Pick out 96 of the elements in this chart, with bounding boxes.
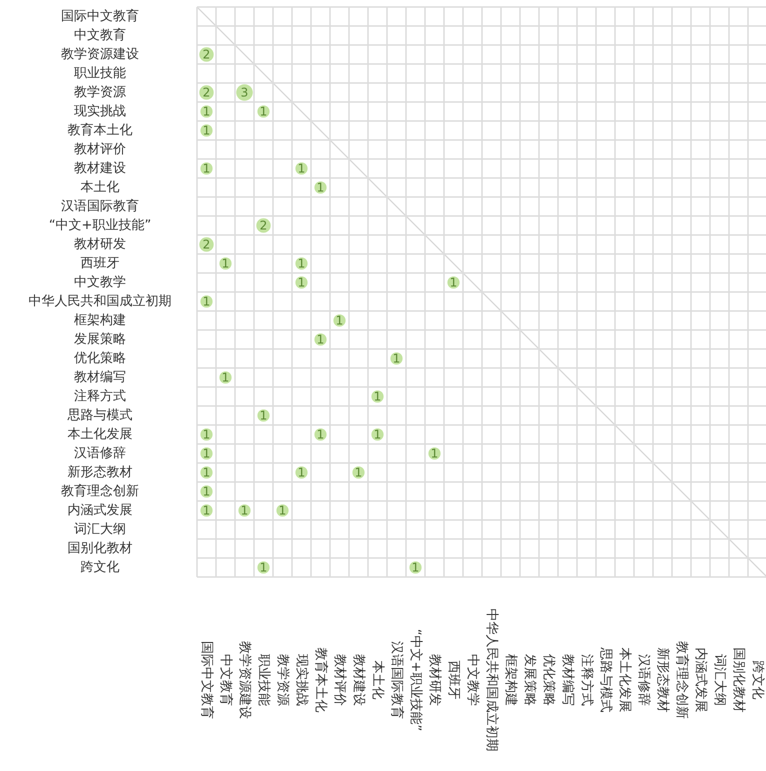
- y-tick-label: 内涵式发展: [68, 503, 132, 518]
- y-tick-label: 教育本土化: [68, 122, 132, 138]
- x-tick-label: 汉语国际教育: [389, 641, 405, 719]
- y-tick-label: 教学资源建设: [61, 47, 139, 62]
- data-label: 1: [450, 276, 458, 290]
- y-tick-label: 教育理念创新: [61, 483, 139, 499]
- data-label: 1: [430, 446, 438, 460]
- x-tick-label: 注释方式: [579, 654, 595, 706]
- x-tick-label: 教育本土化: [313, 648, 329, 712]
- x-tick-label: 教材评价: [332, 654, 347, 706]
- x-tick-label: “中文+职业技能”: [408, 628, 423, 732]
- data-label: 1: [260, 408, 268, 422]
- x-tick-label: 教学资源: [275, 654, 290, 706]
- data-label: 1: [316, 428, 324, 442]
- data-label: 2: [202, 86, 210, 100]
- y-tick-label: 发展策略: [74, 332, 126, 347]
- y-tick-label: 思路与模式: [66, 408, 132, 423]
- data-label: 1: [202, 294, 210, 308]
- data-label: 1: [202, 466, 210, 480]
- y-tick-label: 本土化: [80, 180, 120, 195]
- y-tick-label: 词汇大纲: [74, 522, 126, 537]
- x-tick-label: 框架构建: [503, 654, 518, 706]
- y-tick-label: 中文教育: [74, 27, 126, 43]
- x-tick-label: 新形态教材: [655, 648, 670, 712]
- y-tick-label: 跨文化: [80, 560, 120, 575]
- x-tick-label: 教材编写: [560, 654, 575, 706]
- data-label: 1: [278, 504, 286, 518]
- x-tick-label: 词汇大纲: [712, 654, 727, 706]
- y-tick-label: 国际中文教育: [61, 8, 139, 24]
- y-tick-label: 现实挑战: [74, 104, 126, 119]
- x-tick-label: 国际中文教育: [199, 641, 215, 719]
- x-tick-label: 职业技能: [256, 654, 271, 706]
- data-label: 1: [374, 390, 382, 404]
- x-tick-label: 教学资源建设: [237, 641, 252, 719]
- data-label: 1: [202, 484, 210, 498]
- y-tick-label: 国别化教材: [68, 541, 132, 556]
- data-label: 1: [202, 162, 210, 176]
- data-label: 1: [298, 162, 306, 176]
- x-tick-label: 现实挑战: [294, 654, 309, 706]
- data-label: 1: [222, 370, 230, 384]
- data-label: 1: [202, 428, 210, 442]
- data-label: 1: [202, 446, 210, 460]
- x-tick-label: 教材建设: [351, 654, 366, 706]
- y-tick-label: 框架构建: [74, 313, 126, 328]
- data-label: 1: [392, 352, 400, 366]
- x-tick-label: 发展策略: [522, 654, 537, 706]
- y-tick-label: 汉语修辞: [74, 446, 126, 461]
- data-label: 1: [202, 104, 210, 118]
- y-tick-label: 中文教学: [74, 275, 126, 290]
- data-label: 1: [240, 504, 248, 518]
- data-label: 1: [298, 466, 306, 480]
- x-tick-label: 本土化发展: [617, 648, 632, 712]
- data-label: 1: [412, 560, 420, 574]
- data-label: 1: [336, 314, 344, 328]
- y-tick-label: 教材编写: [74, 370, 126, 385]
- y-tick-label: 教材评价: [74, 142, 126, 157]
- data-label: 2: [202, 48, 210, 62]
- y-tick-label: 西班牙: [80, 256, 120, 271]
- y-tick-label: 教材建设: [74, 161, 126, 176]
- x-tick-label: 西班牙: [446, 660, 461, 700]
- data-label: 1: [316, 332, 324, 346]
- x-tick-label: 教材研发: [427, 654, 442, 706]
- x-tick-label: 教育理念创新: [674, 641, 690, 719]
- x-tick-label: 优化策略: [541, 654, 556, 706]
- data-label: 3: [240, 86, 248, 100]
- data-label: 1: [202, 124, 210, 138]
- data-label: 1: [260, 104, 268, 118]
- data-label: 1: [222, 256, 230, 270]
- y-tick-label: “中文+职业技能”: [48, 218, 152, 233]
- y-tick-label: 教材研发: [74, 237, 126, 252]
- y-tick-label: 注释方式: [74, 388, 126, 404]
- y-tick-label: 汉语国际教育: [61, 198, 139, 214]
- x-tick-label: 思路与模式: [598, 646, 613, 712]
- data-label: 1: [374, 428, 382, 442]
- x-tick-label: 中文教学: [465, 654, 480, 706]
- x-tick-label: 跨文化: [750, 660, 765, 700]
- y-tick-label: 优化策略: [74, 351, 126, 366]
- x-tick-label: 内涵式发展: [693, 648, 708, 712]
- x-tick-label: 中文教育: [218, 654, 234, 706]
- data-label: 1: [316, 180, 324, 194]
- y-tick-label: 本土化发展: [68, 427, 132, 442]
- y-tick-label: 新形态教材: [68, 465, 132, 480]
- x-tick-label: 本土化: [370, 660, 385, 700]
- data-label: 1: [298, 276, 306, 290]
- data-label: 1: [260, 560, 268, 574]
- y-tick-label: 职业技能: [74, 66, 126, 81]
- data-label: 2: [260, 218, 268, 232]
- data-label: 2: [202, 238, 210, 252]
- data-label: 1: [298, 256, 306, 270]
- data-label: 1: [354, 466, 362, 480]
- data-label: 1: [202, 504, 210, 518]
- x-tick-label: 国别化教材: [731, 648, 746, 712]
- y-tick-label: 中华人民共和国成立初期: [28, 293, 172, 309]
- x-tick-label: 汉语修辞: [636, 654, 651, 706]
- x-tick-label: 中华人民共和国成立初期: [484, 608, 500, 752]
- y-tick-label: 教学资源: [74, 85, 126, 100]
